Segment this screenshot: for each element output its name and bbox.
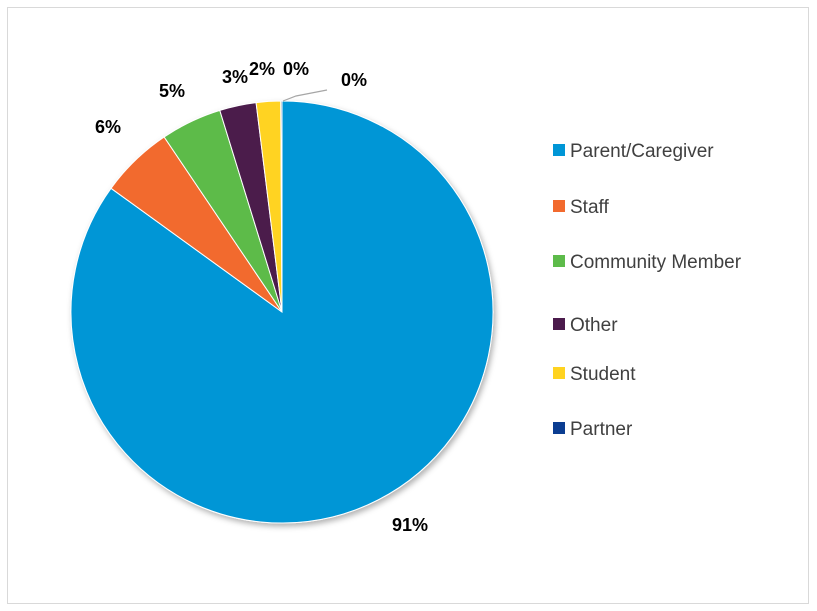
legend-swatch [553,318,565,330]
data-label-student: 2% [249,59,275,79]
pie-slice-parent-caregiver [70,100,494,524]
legend-item-staff: Staff [553,196,750,220]
legend-item-partner: Partner [553,418,750,442]
data-label-community-member: 5% [159,81,185,101]
data-label-parent-caregiver: 91% [392,515,428,535]
legend-item-student: Student [553,363,750,387]
legend-label: Student [570,364,636,385]
data-label-partner: 0% [283,59,309,79]
data-label-other: 3% [222,67,248,87]
legend-label: Other [570,315,618,336]
data-label-extra: 0% [341,70,367,90]
legend-label: Parent/Caregiver [570,141,714,162]
legend-item-community-member: Community Member [553,251,750,275]
legend-swatch [553,422,565,434]
leader-line [282,89,328,102]
pie-slice-partner [280,100,283,313]
legend-swatch [553,255,565,267]
legend-label: Community Member [570,252,742,273]
legend-item-other: Other [553,314,750,338]
pie-slices [70,100,494,524]
legend-label: Staff [570,197,609,218]
data-label-staff: 6% [95,117,121,137]
legend-swatch [553,367,565,379]
legend-label: Partner [570,419,633,440]
leader-lines [282,89,328,102]
legend-swatch [553,200,565,212]
data-labels: 91% 6% 5% 3% 2% 0% 0% [95,59,428,535]
legend-item-parent-caregiver: Parent/Caregiver [553,140,750,164]
legend-swatch [553,144,565,156]
